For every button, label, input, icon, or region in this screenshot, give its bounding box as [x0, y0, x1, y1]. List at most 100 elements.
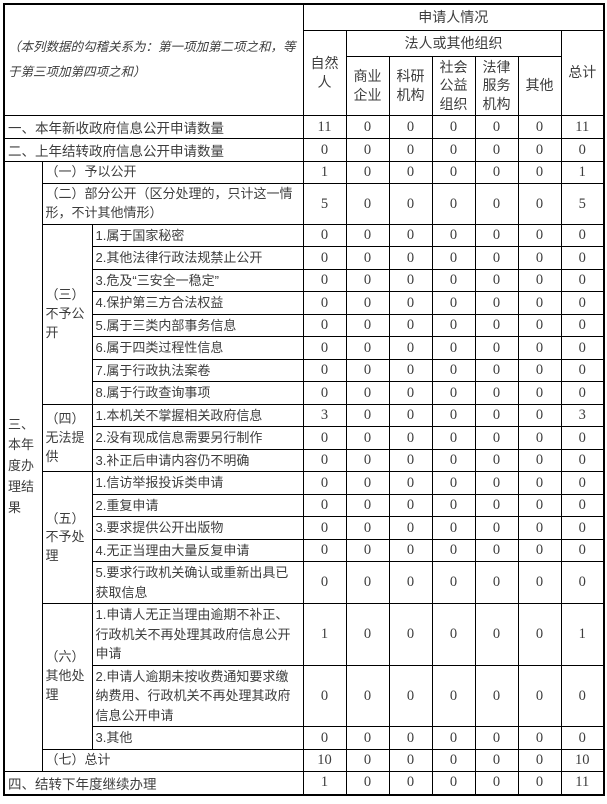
value-cell: 0 [388, 770, 433, 796]
value-cell: 0 [560, 138, 605, 163]
value-cell: 0 [560, 313, 605, 338]
value-cell: 0 [302, 291, 347, 315]
value-cell: 0 [474, 313, 519, 338]
value-cell: 0 [474, 664, 519, 728]
value-cell: 0 [302, 246, 347, 270]
header-legal-org-group: 法人或其他组织 [345, 29, 562, 57]
section-three-label: 三、本年度办理结果 [3, 161, 43, 772]
value-cell: 0 [560, 726, 605, 750]
value-cell: 0 [345, 726, 390, 750]
value-cell: 0 [517, 336, 562, 360]
value-cell: 0 [345, 426, 390, 450]
value-cell: 1 [560, 603, 605, 666]
value-cell: 0 [517, 448, 562, 473]
value-cell: 0 [431, 426, 476, 450]
value-cell: 0 [474, 748, 519, 772]
value-cell: 0 [560, 493, 605, 518]
value-cell: 0 [388, 516, 433, 540]
value-cell: 0 [560, 538, 605, 563]
value-cell: 0 [431, 664, 476, 728]
value-cell: 0 [345, 516, 390, 540]
item-label: 5.要求行政机关确认或重新出具已获取信息 [91, 561, 304, 605]
value-cell: 0 [302, 313, 347, 338]
value-cell: 0 [474, 726, 519, 750]
value-cell: 0 [345, 268, 390, 293]
value-cell: 0 [517, 538, 562, 563]
value-cell: 10 [560, 748, 605, 772]
value-cell: 0 [431, 313, 476, 338]
value-cell: 0 [431, 291, 476, 315]
header-research-institution: 科研机构 [388, 55, 433, 117]
value-cell: 0 [345, 664, 390, 728]
value-cell: 0 [431, 726, 476, 750]
value-cell: 0 [388, 336, 433, 360]
value-cell: 0 [474, 223, 519, 248]
value-cell: 0 [560, 336, 605, 360]
value-cell: 0 [388, 726, 433, 750]
value-cell: 0 [302, 336, 347, 360]
value-cell: 0 [302, 268, 347, 293]
item-label: 7.属于行政执法案卷 [91, 358, 304, 383]
value-cell: 0 [517, 268, 562, 293]
value-cell: 0 [431, 538, 476, 563]
value-cell: 0 [345, 313, 390, 338]
value-cell: 0 [517, 471, 562, 495]
value-cell: 0 [517, 381, 562, 405]
value-cell: 0 [345, 448, 390, 473]
value-cell: 0 [345, 748, 390, 772]
value-cell: 0 [474, 246, 519, 270]
item-label: 4.无正当理由大量反复申请 [91, 538, 304, 563]
value-cell: 0 [517, 246, 562, 270]
value-cell: 0 [560, 246, 605, 270]
value-cell: 0 [431, 603, 476, 666]
value-cell: 0 [431, 403, 476, 428]
header-other-org: 其他 [517, 55, 562, 117]
value-cell: 0 [431, 246, 476, 270]
item-label: 2.其他法律行政法规禁止公开 [91, 246, 304, 270]
item-label: 2.没有现成信息需要另行制作 [91, 426, 304, 450]
value-cell: 0 [517, 223, 562, 248]
reconciliation-note: （本列数据的勾稽关系为：第一项加第二项之和，等于第三项加第四项之和） [3, 3, 304, 117]
value-cell: 0 [388, 471, 433, 495]
group-label: （五）不予处理 [41, 471, 93, 605]
value-cell: 0 [431, 471, 476, 495]
group-label: （七）总计 [41, 748, 304, 772]
value-cell: 0 [474, 161, 519, 185]
value-cell: 0 [560, 381, 605, 405]
value-cell: 0 [388, 664, 433, 728]
value-cell: 0 [560, 471, 605, 495]
value-cell: 0 [474, 268, 519, 293]
value-cell: 0 [474, 471, 519, 495]
header-legal-service-org: 法律服务机构 [474, 55, 519, 117]
value-cell: 0 [517, 493, 562, 518]
value-cell: 0 [388, 493, 433, 518]
value-cell: 0 [560, 664, 605, 728]
value-cell: 0 [388, 538, 433, 563]
value-cell: 0 [345, 561, 390, 605]
value-cell: 10 [302, 748, 347, 772]
value-cell: 0 [474, 538, 519, 563]
value-cell: 3 [560, 403, 605, 428]
value-cell: 0 [302, 358, 347, 383]
value-cell: 0 [345, 291, 390, 315]
value-cell: 0 [302, 538, 347, 563]
value-cell: 0 [302, 726, 347, 750]
value-cell: 0 [474, 358, 519, 383]
value-cell: 0 [474, 448, 519, 473]
disclosure-table: （本列数据的勾稽关系为：第一项加第二项之和，等于第三项加第四项之和） 申请人情况… [3, 3, 606, 796]
value-cell: 0 [431, 183, 476, 225]
value-cell: 0 [345, 603, 390, 666]
value-cell: 0 [345, 246, 390, 270]
item-label: 3.其他 [91, 726, 304, 750]
value-cell: 0 [517, 161, 562, 185]
value-cell: 0 [560, 358, 605, 383]
value-cell: 0 [474, 403, 519, 428]
value-cell: 0 [388, 561, 433, 605]
value-cell: 1 [302, 770, 347, 796]
value-cell: 0 [345, 183, 390, 225]
value-cell: 0 [474, 561, 519, 605]
value-cell: 0 [474, 115, 519, 140]
value-cell: 0 [388, 381, 433, 405]
value-cell: 0 [388, 246, 433, 270]
